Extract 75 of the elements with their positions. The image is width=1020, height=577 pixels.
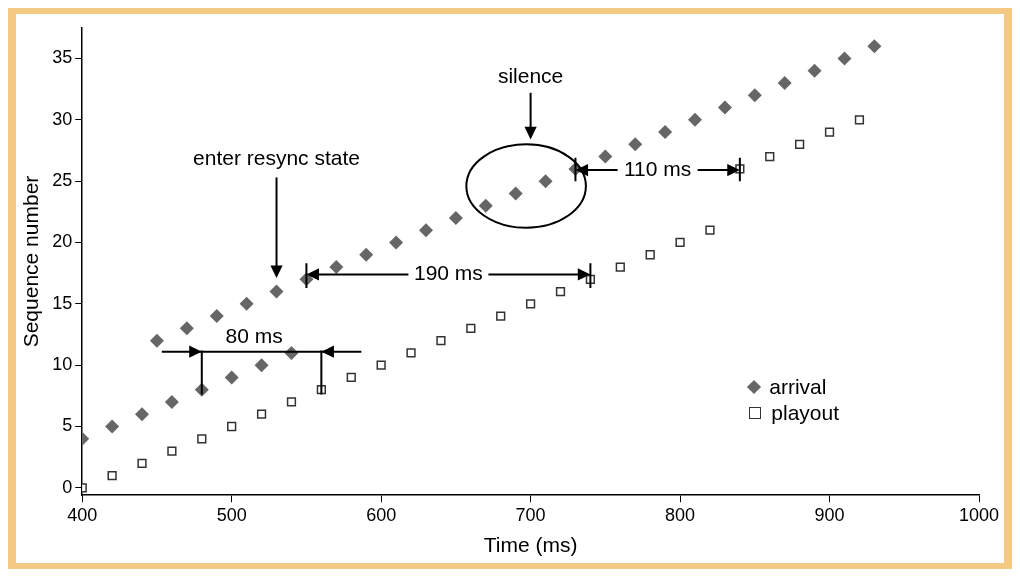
point	[747, 88, 762, 103]
point	[286, 397, 297, 407]
point	[209, 309, 224, 324]
point	[555, 286, 566, 297]
y-tick-label: 30	[52, 108, 73, 129]
point	[436, 335, 446, 346]
y-tick-label: 10	[52, 354, 73, 375]
point	[496, 311, 506, 321]
point	[854, 115, 865, 125]
point	[645, 250, 655, 260]
y-tick-label: 0	[62, 476, 73, 497]
point	[376, 360, 386, 370]
x-tick-label: 900	[814, 504, 845, 525]
point	[867, 39, 882, 54]
point	[164, 394, 179, 409]
point	[167, 446, 177, 456]
point	[598, 149, 613, 164]
point	[135, 407, 150, 422]
annotation: 190 ms	[413, 261, 483, 285]
point	[508, 186, 523, 201]
point	[628, 137, 643, 152]
x-tick-label: 700	[515, 504, 546, 525]
y-tick-label: 25	[52, 170, 73, 191]
point	[256, 409, 267, 419]
point	[807, 63, 822, 78]
point	[107, 470, 117, 481]
x-tick-label: 800	[665, 504, 696, 525]
point	[254, 358, 269, 373]
point	[765, 151, 775, 162]
x-tick-label: 600	[366, 504, 397, 525]
annotation: enter resync state	[193, 145, 360, 169]
point	[777, 76, 792, 91]
point	[269, 284, 284, 299]
point	[658, 125, 673, 140]
point	[466, 323, 476, 333]
point	[389, 235, 404, 250]
point	[448, 210, 463, 225]
point	[105, 419, 120, 434]
point	[359, 247, 374, 262]
point	[197, 434, 207, 444]
point	[224, 370, 239, 385]
point	[795, 139, 805, 149]
point	[837, 51, 852, 66]
point	[418, 223, 433, 238]
x-tick-label: 500	[216, 504, 247, 525]
point	[149, 333, 164, 348]
point	[346, 372, 356, 383]
point	[615, 262, 625, 272]
point	[824, 127, 835, 137]
point	[675, 237, 685, 248]
point	[538, 174, 553, 189]
y-tick-label: 20	[52, 231, 73, 252]
legend-label: playout	[771, 400, 839, 426]
point	[478, 198, 493, 213]
legend-label: arrival	[769, 374, 827, 400]
point	[406, 348, 416, 358]
point	[239, 296, 254, 311]
point	[705, 225, 715, 235]
point	[329, 260, 344, 275]
y-tick-label: 15	[52, 292, 73, 313]
annotation: 110 ms	[624, 156, 692, 180]
y-tick-label: 35	[52, 47, 73, 68]
point	[717, 100, 732, 115]
annotation: silence	[497, 63, 564, 87]
point	[227, 421, 237, 432]
x-axis-title: Time (ms)	[483, 533, 578, 557]
y-tick-label: 5	[62, 415, 73, 436]
point	[525, 299, 536, 309]
point	[137, 458, 147, 468]
x-tick-label: 400	[67, 504, 98, 525]
annotation: 80 ms	[225, 323, 283, 347]
point	[179, 321, 194, 336]
point	[688, 112, 703, 127]
y-axis-title: Sequence number	[19, 175, 43, 348]
x-tick-label: 1000	[958, 504, 1000, 525]
